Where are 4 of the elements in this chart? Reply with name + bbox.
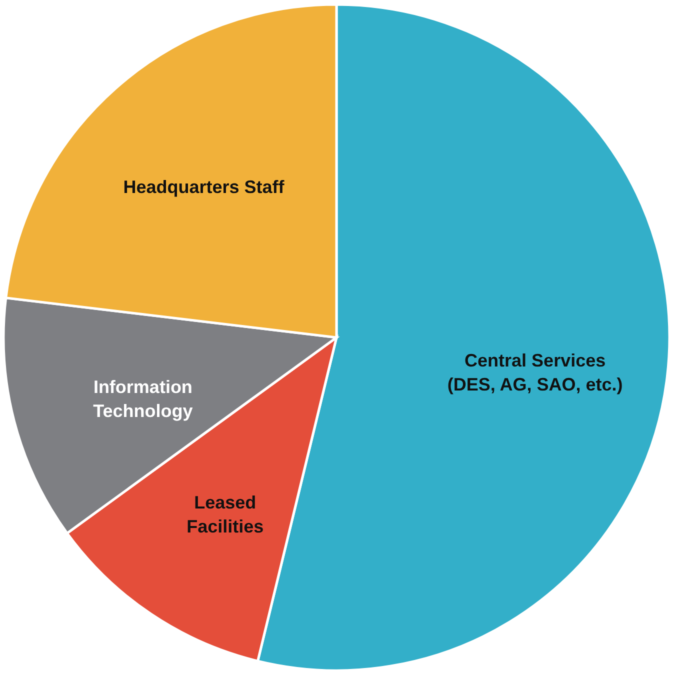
slice-label: Information Technology [93, 376, 193, 421]
slice-label: Headquarters Staff [123, 176, 286, 197]
slice-label: Leased Facilities [186, 492, 264, 537]
slice-label: Central Services (DES, AG, SAO, etc.) [447, 350, 623, 394]
